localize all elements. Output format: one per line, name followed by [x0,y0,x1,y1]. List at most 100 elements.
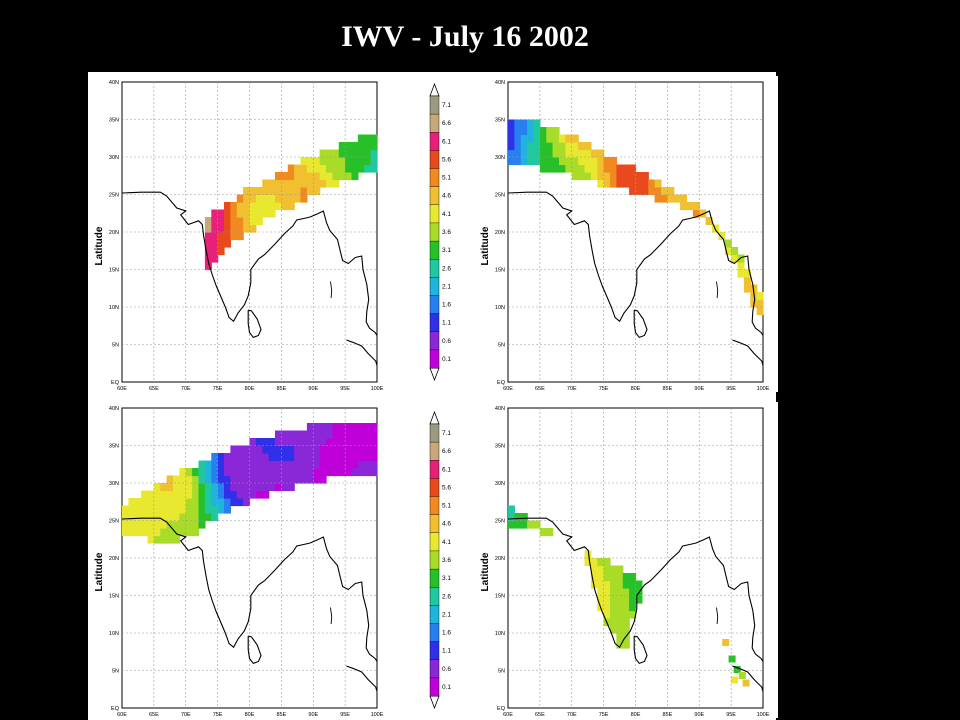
colorbar-swatch [429,496,440,516]
lat-tick-label: 35N [495,444,505,450]
lon-tick-label: 75E [599,386,609,392]
colorbar-swatch [429,623,440,643]
colorbar-label: 6.1 [442,466,451,473]
lon-tick-label: 100E [371,712,384,718]
colorbar-label: 1.1 [442,320,451,327]
lon-tick-label: 65E [535,386,545,392]
map-panel-top-right: 40N 35N 30N 25N 20N 15N 10N 5N EQ 60E 65E 70E 75E 80E… [478,76,778,392]
colorbar-swatch [429,677,440,697]
colorbar-swatch [429,258,440,278]
colorbar-swatch [429,349,440,369]
colorbar-label: 0.1 [442,684,451,691]
colorbar-swatch [429,550,440,570]
lon-tick-label: 100E [757,712,770,718]
lat-tick-label: 20N [109,230,119,236]
lat-tick-label: 20N [495,556,505,562]
y-axis-label: Latitude [94,552,105,591]
lon-tick-label: 100E [757,386,770,392]
map-panel-bottom-right: 40N 35N 30N 25N 20N 15N 10N 5N EQ 60E 65E 70E 75E 80E… [478,402,778,718]
lat-tick-label: 20N [495,230,505,236]
lon-tick-label: 95E [726,712,736,718]
lat-tick-label: EQ [497,380,506,386]
colorbar-swatch [429,441,440,461]
colorbar-swatch [429,295,440,315]
lon-tick-label: 70E [181,712,191,718]
lat-tick-label: 10N [109,631,119,637]
lon-tick-label: 85E [663,386,673,392]
colorbar-swatch [429,113,440,133]
lat-tick-label: 35N [109,444,119,450]
lat-tick-label: 35N [109,118,119,124]
lon-tick-label: 80E [245,712,255,718]
colorbar-swatch [429,460,440,479]
colorbar-label: 2.1 [442,611,451,618]
lat-tick-label: 5N [498,343,505,349]
lat-tick-label: 40N [109,80,119,86]
colorbar-label: 3.6 [442,229,451,236]
colorbar-svg: 7.1 6.6 6.1 5.6 5.1 4.6 4.1 3.6 3.1 2.6 2.1 1.6 1.1 0… [429,410,451,710]
lat-tick-label: 25N [109,519,119,525]
colorbar-swatch [429,514,440,534]
colorbar-svg: 7.1 6.6 6.1 5.6 5.1 4.6 4.1 3.6 3.1 2.6 2.1 1.6 1.1 0… [429,82,451,382]
lat-tick-label: 40N [495,80,505,86]
colorbar-swatch [429,132,440,151]
lat-tick-label: 10N [109,305,119,311]
lat-tick-label: 5N [112,343,119,349]
lat-tick-label: EQ [111,706,120,712]
lon-tick-label: 80E [631,712,641,718]
colorbar-label: 5.6 [442,485,451,492]
lon-tick-label: 70E [567,386,577,392]
colorbar-label: 5.1 [442,503,451,510]
lon-tick-label: 95E [726,386,736,392]
colorbar-label: 5.1 [442,175,451,182]
lat-tick-label: 25N [495,193,505,199]
lat-tick-label: 30N [109,155,119,161]
lon-tick-label: 90E [694,712,704,718]
colorbar-swatch [429,240,440,260]
lat-tick-label: 30N [495,155,505,161]
colorbar-label: 3.1 [442,575,451,582]
colorbar-swatch [429,605,440,624]
colorbar-swatch [429,586,440,606]
colorbar-swatch [429,313,440,333]
lat-tick-label: 25N [495,519,505,525]
lat-tick-label: 15N [495,594,505,600]
colorbar-label: 6.6 [442,448,451,455]
lat-tick-label: EQ [497,706,506,712]
colorbar-label: 0.1 [442,356,451,363]
colorbar-label: 4.1 [442,539,451,546]
colorbar-swatch [429,532,440,552]
colorbar-swatch [429,168,440,188]
lon-tick-label: 80E [245,386,255,392]
colorbar-swatch [429,150,440,170]
lon-tick-label: 75E [599,712,609,718]
colorbar-label: 2.6 [442,593,451,600]
colorbar-swatch [429,331,440,351]
lon-tick-label: 65E [149,386,159,392]
lat-tick-label: 15N [109,268,119,274]
colorbar-label: 7.1 [442,430,451,437]
lat-tick-label: 40N [109,406,119,412]
lon-tick-label: 60E [503,386,513,392]
lat-tick-label: 10N [495,305,505,311]
colorbar-label: 4.6 [442,521,451,528]
colorbar-label: 2.6 [442,265,451,272]
colorbar-swatch [429,423,440,443]
lon-tick-label: 70E [567,712,577,718]
colorbar-swatch [429,95,440,115]
lat-tick-label: 20N [109,556,119,562]
lat-tick-label: 35N [495,118,505,124]
lat-tick-label: 40N [495,406,505,412]
lat-tick-label: 15N [109,594,119,600]
colorbar-swatch [429,478,440,498]
colorbar-label: 4.1 [442,211,451,218]
page-title: IWV - July 16 2002 [341,20,589,53]
colorbar-label: 6.6 [442,120,451,127]
lon-tick-label: 75E [213,386,223,392]
colorbar-swatch [429,277,440,296]
colorbar-label: 4.6 [442,193,451,200]
colorbar-label: 5.6 [442,157,451,164]
